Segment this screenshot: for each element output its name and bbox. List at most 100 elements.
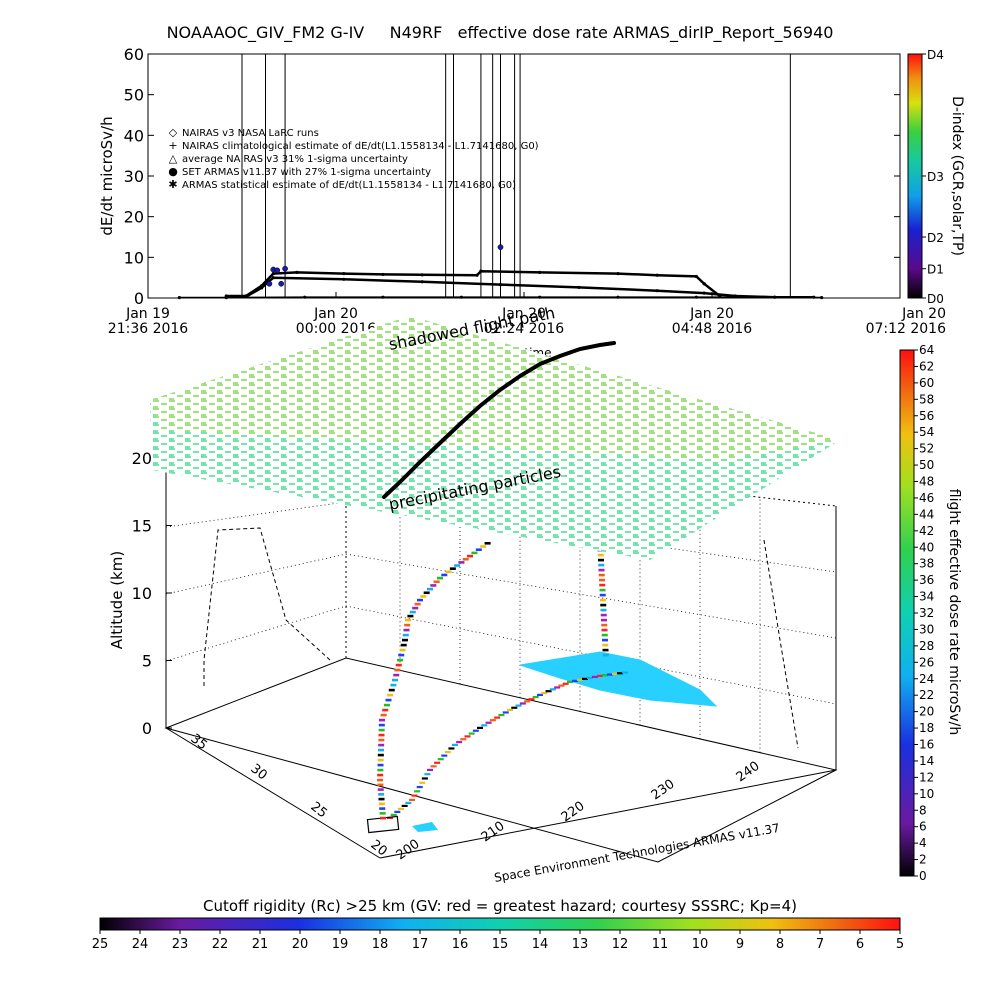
ground-track-segment — [430, 765, 437, 768]
ground-cutoff-field-small — [412, 822, 438, 832]
ground-track-segment — [577, 678, 583, 681]
latitude-axis-line — [165, 727, 381, 859]
dose-colorbar-label: flight effective dose rate microSv/h — [946, 489, 962, 735]
dose-tick-label: 40 — [919, 540, 934, 554]
ground-track-segment — [607, 673, 613, 676]
altitude-track-segment — [392, 678, 398, 682]
ground-track-segment — [448, 747, 455, 750]
altitude-track-segment-descent — [598, 558, 604, 562]
dose-tick-label: 50 — [919, 458, 934, 472]
dose-tick-label: 6 — [919, 820, 927, 834]
rc-tick-label: 10 — [692, 937, 709, 952]
rc-tick-label: 8 — [776, 937, 784, 952]
altitude-track-segment — [378, 797, 385, 801]
series-armas-statistical-point — [271, 276, 275, 280]
altitude-track-segment — [377, 788, 384, 791]
side-wall-gridline — [165, 553, 347, 595]
altitude-track-segment — [390, 683, 397, 687]
rc-tick-label: 23 — [172, 937, 189, 952]
altitude-track-segment — [433, 580, 440, 584]
dose-tick-label: 0 — [919, 869, 927, 883]
ground-track-segment — [562, 682, 569, 685]
altitude-track-segment — [377, 753, 384, 757]
series-armas-statistical-point — [342, 277, 346, 281]
series-nairas-larc-point — [177, 295, 181, 300]
altitude-track-segment — [404, 623, 411, 627]
altitude-track-segment — [471, 551, 478, 555]
altitude-track-segment-descent — [601, 623, 608, 627]
ground-track-segment — [398, 807, 404, 810]
series-nairas-larc-point — [303, 295, 307, 299]
ground-track-segment — [511, 706, 518, 709]
rc-tick-label: 24 — [132, 937, 149, 952]
altitude-tick-label: 0 — [142, 719, 152, 738]
cutoff-rigidity-title: Cutoff rigidity (Rc) >25 km (GV: red = g… — [203, 897, 797, 915]
altitude-track-segment — [449, 567, 456, 570]
altitude-track-segment — [405, 618, 411, 622]
dose-tick-label: 28 — [919, 639, 934, 653]
ground-track-segment — [597, 674, 603, 677]
side-wall-gridline — [165, 501, 347, 528]
altitude-track-segment-descent — [597, 553, 604, 557]
top-legend: ◇ NAIRAS v3 NASA LaRC runs + NAIRAS climato… — [168, 126, 538, 191]
dose-tick-label: 22 — [919, 688, 934, 702]
legend-symbol: ● — [168, 165, 178, 178]
dindex-colorbar — [907, 53, 923, 299]
altitude-track-segment — [462, 557, 469, 561]
altitude-track-segment — [378, 738, 385, 742]
altitude-track-segment-descent — [601, 618, 607, 622]
legend-entry: average NAIRAS v3 31% 1-sigma uncertaint… — [182, 154, 408, 165]
dose-tick-label: 56 — [919, 409, 934, 423]
altitude-track-segment — [380, 816, 386, 820]
dose-tick-label: 48 — [919, 475, 934, 489]
ground-track-segment — [554, 686, 561, 689]
rc-tick-label: 18 — [372, 937, 389, 952]
altitude-track-segment — [378, 733, 385, 737]
ground-track-segment — [507, 708, 513, 711]
legend-symbol: + — [168, 139, 177, 152]
legend-symbol: △ — [169, 152, 178, 165]
ground-track-segment — [524, 700, 531, 703]
ground-track-segment — [558, 684, 565, 687]
altitude-track-segment — [377, 768, 384, 772]
series-armas-statistical-point — [259, 286, 264, 290]
altitude-track-segment — [423, 591, 430, 595]
altitude-track-segment-descent — [600, 613, 607, 617]
ground-track-segment — [567, 680, 573, 683]
latitude-tick-label: 20 — [368, 837, 390, 859]
altitude-track-segment-descent — [599, 588, 606, 592]
ground-track-segment — [464, 735, 471, 738]
dose-tick-label: 34 — [919, 590, 934, 604]
dose-tick-label: 36 — [919, 573, 934, 587]
rc-tick-label: 25 — [92, 937, 109, 952]
top-y-tick-label: 40 — [124, 126, 144, 145]
ground-track-segment — [532, 695, 539, 699]
altitude-track-segment — [385, 698, 392, 702]
legend-entry: ARMAS statistical estimate of dE/dt(L1.1… — [182, 180, 516, 191]
legend-entry: SET ARMAS v11.37 with 27% 1-sigma uncert… — [182, 167, 431, 178]
ground-track-segment — [498, 713, 505, 717]
dose-tick-label: 2 — [919, 853, 927, 867]
top-x-tick-time: 04:48 2016 — [672, 321, 753, 337]
ground-track-segment — [401, 804, 408, 807]
altitude-flight-track — [377, 538, 609, 820]
rc-tick-label: 12 — [612, 937, 629, 952]
dose-tick-label: 16 — [919, 738, 934, 752]
altitude-tick-label: 15 — [132, 517, 152, 536]
back-wall-gridline — [345, 605, 837, 705]
dose-tick-label: 64 — [919, 343, 934, 357]
altitude-track-segment-descent — [602, 648, 609, 652]
altitude-track-segment — [427, 587, 433, 591]
top-x-tick-date: Jan 20 — [501, 306, 546, 322]
altitude-track-segment — [441, 573, 448, 577]
altitude-track-segment — [417, 598, 423, 602]
series-nairas-larc-point — [616, 295, 620, 299]
rc-tick-label: 6 — [856, 937, 864, 952]
ground-track-segment — [441, 754, 448, 757]
dose-tick-label: 52 — [919, 442, 934, 456]
altitude-track-segment — [377, 763, 384, 767]
dose-tick-label: 8 — [919, 803, 927, 817]
ground-track-segment — [545, 690, 552, 693]
dindex-tick-label: D2 — [927, 231, 944, 245]
